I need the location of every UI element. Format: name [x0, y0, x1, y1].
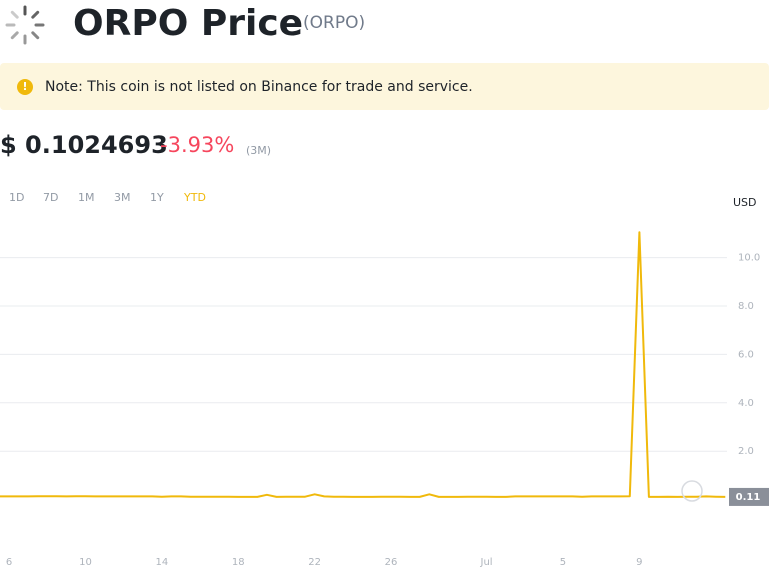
y-tick-label: 4.0 — [738, 398, 754, 409]
x-tick-label: 6 — [6, 557, 12, 568]
range-tab[interactable]: YTD — [183, 191, 206, 204]
range-tab[interactable]: 7D — [43, 191, 58, 204]
y-tick-label: 10.0 — [738, 253, 760, 264]
title: ORPO Price — [73, 3, 303, 44]
x-tick-label: 9 — [636, 557, 642, 568]
y-tick-label: 2.0 — [738, 446, 754, 457]
range-tab[interactable]: 3M — [114, 191, 131, 204]
price-change: -3.93% — [160, 133, 234, 157]
chart: 2.0 4.0 6.0 8.0 10.0 6 10 14 18 22 26 Jul 5 9 0.11 — [0, 231, 769, 568]
price-line — [0, 231, 726, 498]
price-period: (3M) — [246, 144, 271, 157]
current-price-label: 0.11 — [736, 492, 761, 503]
x-tick-label: 18 — [232, 557, 245, 568]
range-tab[interactable]: 1M — [78, 191, 95, 204]
note-icon-mark: ! — [22, 80, 27, 93]
y-tick-label: 6.0 — [738, 349, 754, 360]
price: $ 0.1024693 — [0, 131, 168, 159]
x-tick-label: 22 — [308, 557, 321, 568]
range-tab[interactable]: 1D — [9, 191, 24, 204]
watermark — [681, 480, 703, 502]
x-tick-label: 26 — [385, 557, 398, 568]
x-tick-label: Jul — [480, 557, 493, 568]
note-text: Note: This coin is not listed on Binance… — [45, 79, 473, 95]
y-unit: USD — [733, 196, 757, 209]
current-price-box — [729, 487, 769, 506]
x-tick-label: 10 — [79, 557, 92, 568]
x-tick-label: 14 — [155, 557, 168, 568]
note-banner — [0, 63, 769, 110]
symbol: (ORPO) — [303, 13, 365, 33]
range-tabs: 1D 7D 1M 3M 1Y YTD — [9, 191, 206, 204]
note-icon — [17, 79, 33, 95]
range-tab[interactable]: 1Y — [150, 191, 164, 204]
spinner-icon — [5, 5, 45, 45]
x-tick-label: 5 — [560, 557, 566, 568]
y-tick-label: 8.0 — [738, 301, 754, 312]
